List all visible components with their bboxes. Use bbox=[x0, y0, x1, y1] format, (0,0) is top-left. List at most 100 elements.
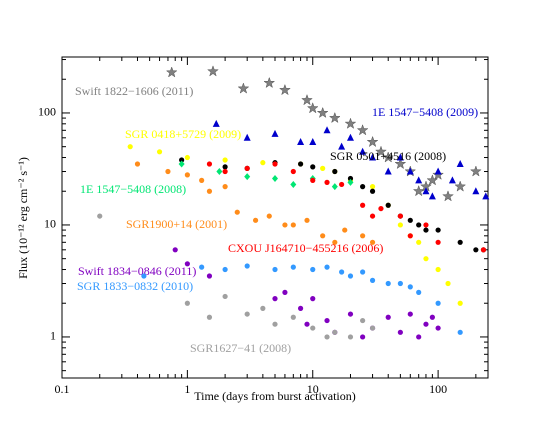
star-point bbox=[344, 117, 357, 129]
point bbox=[206, 314, 213, 320]
diamond-point bbox=[331, 183, 338, 191]
star-point bbox=[301, 93, 313, 106]
point bbox=[244, 311, 250, 317]
triangle-point bbox=[309, 138, 317, 146]
series-label: Swift 1822−1606 (2011) bbox=[75, 84, 193, 98]
point bbox=[435, 300, 441, 306]
point bbox=[260, 305, 266, 311]
point bbox=[435, 227, 441, 233]
x-tick-label: 0.1 bbox=[55, 382, 70, 396]
point bbox=[397, 280, 403, 287]
point bbox=[199, 177, 205, 183]
point bbox=[324, 179, 330, 185]
point bbox=[141, 273, 147, 279]
star-point bbox=[469, 165, 482, 177]
point bbox=[360, 269, 366, 275]
point bbox=[199, 264, 205, 270]
series-label: CXOU J164710−455216 (2006) bbox=[228, 241, 383, 255]
point bbox=[407, 311, 413, 317]
point bbox=[297, 305, 304, 311]
triangle-point bbox=[346, 133, 354, 141]
point bbox=[272, 296, 278, 302]
star-point bbox=[328, 111, 341, 124]
point bbox=[457, 300, 463, 306]
x-tick-label: 10 bbox=[307, 382, 319, 396]
series-label: SGR 0501+4516 (2008) bbox=[330, 149, 446, 163]
y-tick-label: 10 bbox=[44, 217, 56, 231]
star-point bbox=[412, 184, 425, 197]
point bbox=[360, 184, 366, 190]
diamond-point bbox=[347, 178, 354, 186]
point bbox=[416, 289, 422, 295]
star-point bbox=[454, 180, 467, 192]
point bbox=[369, 239, 376, 245]
point bbox=[304, 217, 310, 223]
point bbox=[156, 149, 163, 155]
point bbox=[222, 293, 228, 300]
point bbox=[435, 239, 441, 245]
point bbox=[429, 314, 435, 320]
star-point bbox=[426, 174, 439, 186]
point bbox=[423, 256, 429, 262]
point bbox=[179, 157, 185, 163]
star-point bbox=[237, 82, 250, 94]
point bbox=[206, 161, 213, 167]
star-point bbox=[306, 102, 319, 114]
point bbox=[260, 160, 266, 166]
point bbox=[272, 321, 278, 327]
point bbox=[184, 300, 190, 306]
point bbox=[397, 213, 403, 219]
point bbox=[423, 222, 429, 228]
triangle-point bbox=[472, 187, 480, 195]
point bbox=[480, 247, 487, 253]
point bbox=[407, 217, 413, 223]
point bbox=[445, 280, 451, 287]
star-point bbox=[206, 65, 219, 77]
point bbox=[423, 321, 429, 327]
x-axis-label: Time (days from burst activation) bbox=[194, 389, 356, 403]
series-label: Swift 1834−0846 (2011) bbox=[78, 264, 196, 278]
star-point bbox=[356, 124, 369, 136]
point bbox=[304, 321, 310, 327]
diamond-point bbox=[178, 160, 185, 168]
point bbox=[272, 266, 278, 273]
point bbox=[332, 239, 338, 245]
y-tick-label: 1 bbox=[50, 329, 56, 343]
point bbox=[184, 154, 190, 161]
point bbox=[222, 266, 228, 273]
point bbox=[378, 205, 384, 212]
point bbox=[282, 289, 288, 295]
point bbox=[134, 161, 141, 167]
diamond-point bbox=[290, 180, 297, 188]
point bbox=[297, 161, 304, 167]
point bbox=[416, 222, 422, 228]
star-point bbox=[442, 190, 455, 202]
triangle-point bbox=[323, 126, 331, 134]
series-label: SGR1900+14 (2001) bbox=[126, 217, 227, 231]
point bbox=[320, 233, 326, 239]
point bbox=[222, 184, 228, 190]
point bbox=[385, 280, 391, 287]
point bbox=[310, 177, 316, 183]
diamond-point bbox=[216, 168, 223, 176]
point bbox=[127, 144, 133, 150]
point bbox=[290, 168, 296, 175]
point bbox=[310, 266, 316, 273]
point bbox=[290, 264, 296, 270]
diamond-point bbox=[272, 174, 278, 182]
point bbox=[435, 266, 441, 273]
star-point bbox=[366, 135, 379, 148]
point bbox=[385, 314, 391, 320]
star-point bbox=[374, 145, 387, 157]
point bbox=[310, 325, 316, 331]
point bbox=[435, 325, 441, 331]
point bbox=[97, 213, 103, 219]
point bbox=[282, 222, 288, 228]
point bbox=[324, 334, 330, 340]
triangle-point bbox=[456, 160, 464, 168]
point bbox=[310, 296, 316, 302]
point bbox=[416, 239, 422, 245]
point bbox=[407, 233, 413, 239]
series-label: SGR 0418+5729 (2009) bbox=[125, 127, 241, 141]
